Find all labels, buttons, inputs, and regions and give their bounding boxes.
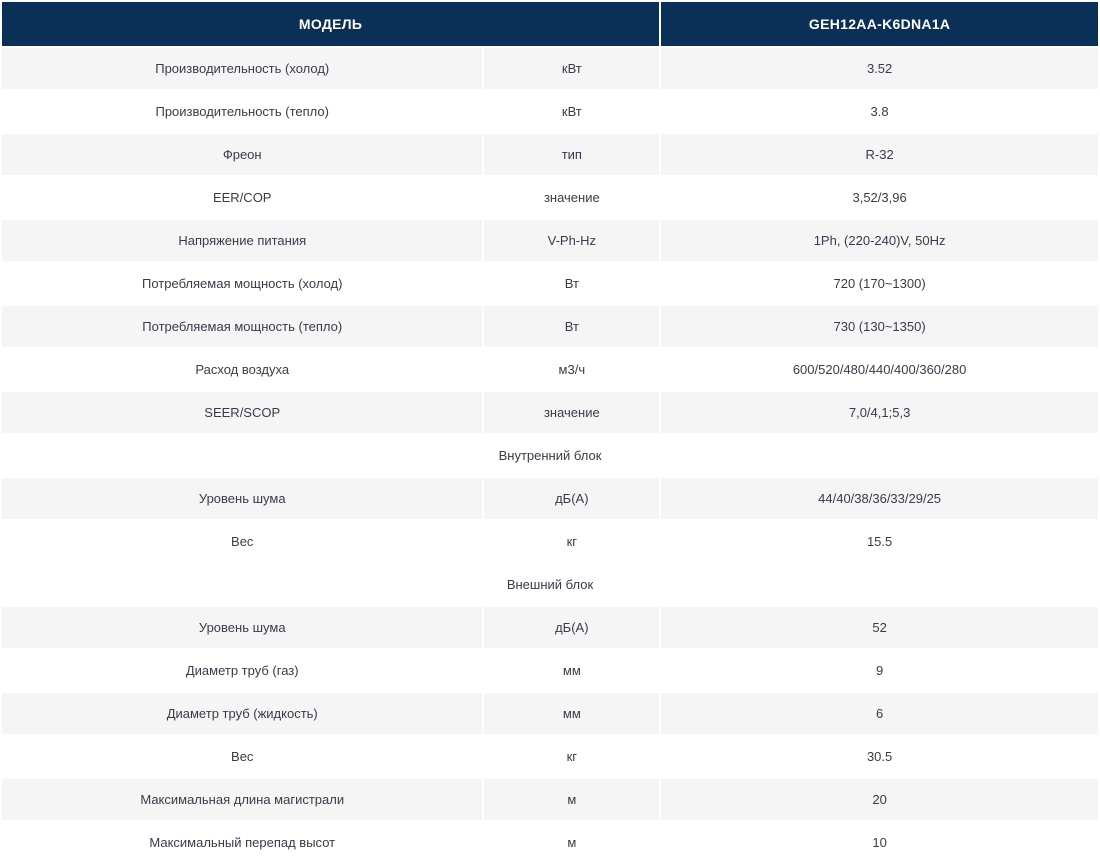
spec-label: Уровень шума: [2, 478, 482, 519]
table-row: Напряжение питанияV-Ph-Hz1Ph, (220-240)V…: [2, 220, 1098, 261]
table-row: Внешний блок: [2, 564, 1098, 605]
spec-unit: V-Ph-Hz: [484, 220, 659, 261]
table-row: EER/COPзначение3,52/3,96: [2, 177, 1098, 218]
spec-value: 44/40/38/36/33/29/25: [661, 478, 1098, 519]
spec-unit: м: [484, 779, 659, 820]
spec-label: Потребляемая мощность (тепло): [2, 306, 482, 347]
spec-label: SEER/SCOP: [2, 392, 482, 433]
spec-unit: м: [484, 822, 659, 863]
spec-value: 720 (170~1300): [661, 263, 1098, 304]
table-row: Диаметр труб (газ)мм9: [2, 650, 1098, 691]
table-row: Вескг30.5: [2, 736, 1098, 777]
spec-label: Уровень шума: [2, 607, 482, 648]
table-header-row: МОДЕЛЬ GEH12AA-K6DNA1A: [2, 2, 1098, 46]
spec-label: Фреон: [2, 134, 482, 175]
table-row: Максимальный перепад высотм10: [2, 822, 1098, 863]
spec-value: 7,0/4,1;5,3: [661, 392, 1098, 433]
spec-unit: кг: [484, 521, 659, 562]
spec-unit: тип: [484, 134, 659, 175]
header-model-value: GEH12AA-K6DNA1A: [661, 2, 1098, 46]
spec-label: Расход воздуха: [2, 349, 482, 390]
spec-unit: Вт: [484, 263, 659, 304]
table-row: Уровень шумадБ(А)44/40/38/36/33/29/25: [2, 478, 1098, 519]
spec-label: Максимальная длина магистрали: [2, 779, 482, 820]
spec-label: Максимальный перепад высот: [2, 822, 482, 863]
table-row: Производительность (холод)кВт3.52: [2, 48, 1098, 89]
spec-value: 730 (130~1350): [661, 306, 1098, 347]
spec-unit: кВт: [484, 48, 659, 89]
spec-label: Напряжение питания: [2, 220, 482, 261]
table-row: Внутренний блок: [2, 435, 1098, 476]
section-title: Внутренний блок: [2, 435, 1098, 476]
spec-value: 52: [661, 607, 1098, 648]
spec-value: 20: [661, 779, 1098, 820]
table-row: Вескг15.5: [2, 521, 1098, 562]
spec-unit: кВт: [484, 91, 659, 132]
spec-label: Вес: [2, 521, 482, 562]
spec-table: МОДЕЛЬ GEH12AA-K6DNA1A Производительност…: [0, 0, 1100, 865]
spec-value: 600/520/480/440/400/360/280: [661, 349, 1098, 390]
table-row: Потребляемая мощность (тепло)Вт730 (130~…: [2, 306, 1098, 347]
spec-label: Потребляемая мощность (холод): [2, 263, 482, 304]
spec-unit: значение: [484, 177, 659, 218]
table-row: Максимальная длина магистралим20: [2, 779, 1098, 820]
spec-unit: дБ(А): [484, 478, 659, 519]
spec-value: 9: [661, 650, 1098, 691]
spec-value: 10: [661, 822, 1098, 863]
spec-unit: мм: [484, 693, 659, 734]
spec-value: 3.52: [661, 48, 1098, 89]
spec-label: Производительность (тепло): [2, 91, 482, 132]
spec-label: Диаметр труб (газ): [2, 650, 482, 691]
spec-label: Диаметр труб (жидкость): [2, 693, 482, 734]
table-row: ФреонтипR-32: [2, 134, 1098, 175]
spec-table-body: Производительность (холод)кВт3.52Произво…: [2, 48, 1098, 863]
spec-unit: дБ(А): [484, 607, 659, 648]
spec-label: Производительность (холод): [2, 48, 482, 89]
header-model-label: МОДЕЛЬ: [2, 2, 659, 46]
spec-label: Вес: [2, 736, 482, 777]
table-row: SEER/SCOPзначение7,0/4,1;5,3: [2, 392, 1098, 433]
spec-value: 1Ph, (220-240)V, 50Hz: [661, 220, 1098, 261]
spec-unit: значение: [484, 392, 659, 433]
spec-unit: Вт: [484, 306, 659, 347]
spec-value: 15.5: [661, 521, 1098, 562]
spec-value: 3.8: [661, 91, 1098, 132]
table-row: Производительность (тепло)кВт3.8: [2, 91, 1098, 132]
spec-unit: кг: [484, 736, 659, 777]
table-row: Потребляемая мощность (холод)Вт720 (170~…: [2, 263, 1098, 304]
spec-unit: м3/ч: [484, 349, 659, 390]
spec-value: R-32: [661, 134, 1098, 175]
spec-unit: мм: [484, 650, 659, 691]
spec-value: 6: [661, 693, 1098, 734]
table-row: Уровень шумадБ(А)52: [2, 607, 1098, 648]
spec-value: 30.5: [661, 736, 1098, 777]
table-row: Диаметр труб (жидкость)мм6: [2, 693, 1098, 734]
spec-label: EER/COP: [2, 177, 482, 218]
table-row: Расход воздухам3/ч600/520/480/440/400/36…: [2, 349, 1098, 390]
section-title: Внешний блок: [2, 564, 1098, 605]
spec-value: 3,52/3,96: [661, 177, 1098, 218]
